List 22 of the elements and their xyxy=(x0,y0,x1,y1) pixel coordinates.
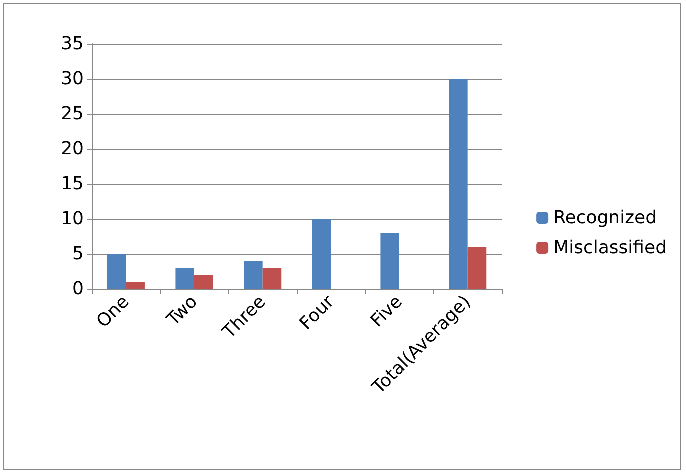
bar xyxy=(468,247,487,289)
bar xyxy=(312,219,332,289)
y-tick-label: 25 xyxy=(61,104,84,124)
bar xyxy=(262,268,282,289)
bar xyxy=(244,261,263,289)
x-tick-label: One xyxy=(92,292,134,332)
y-tick-label: 35 xyxy=(61,34,84,54)
bar xyxy=(126,282,145,289)
bar xyxy=(194,275,214,289)
x-tick-label: Two xyxy=(162,292,202,331)
bar xyxy=(380,233,400,289)
legend-label: Recognized xyxy=(554,208,658,228)
y-tick-label: 20 xyxy=(61,138,84,160)
y-tick-label: 10 xyxy=(61,208,84,230)
bar xyxy=(107,254,126,289)
legend-label: Misclassified xyxy=(554,238,668,258)
y-tick-label: 30 xyxy=(61,68,84,90)
bar xyxy=(449,79,468,289)
bar xyxy=(176,268,194,289)
y-tick-label: 5 xyxy=(72,244,84,264)
y-tick-label: 0 xyxy=(72,278,84,300)
y-tick-label: 15 xyxy=(61,174,84,194)
